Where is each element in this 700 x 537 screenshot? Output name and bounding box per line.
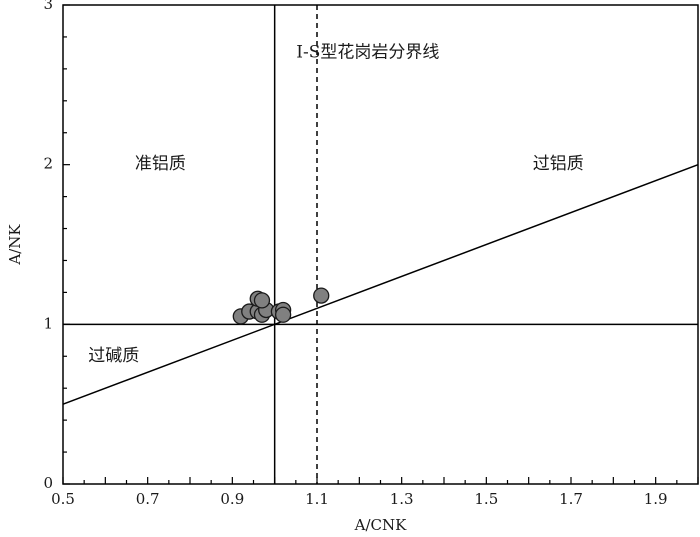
y-tick-label-3: 3 bbox=[43, 0, 53, 13]
y-axis-label: A/NK bbox=[6, 224, 24, 266]
data-points bbox=[232, 287, 330, 325]
x-tick-label-3: 1.1 bbox=[305, 490, 329, 508]
diagonal-reference-line-3 bbox=[62, 163, 699, 405]
x-axis-label: A/CNK bbox=[354, 516, 407, 534]
x-tick-label-1: 0.7 bbox=[136, 490, 160, 508]
x-tick-label-2: 0.9 bbox=[220, 490, 244, 508]
data-point-10 bbox=[313, 287, 330, 304]
x-tick-label-6: 1.7 bbox=[559, 490, 583, 508]
data-point-6 bbox=[253, 292, 271, 309]
annotation-label-0: I-S型花岗岩分界线 bbox=[296, 42, 439, 62]
annotation-label-1: 准铝质 bbox=[135, 154, 186, 174]
y-tick-label-2: 2 bbox=[43, 155, 53, 173]
y-tick-label-0: 0 bbox=[43, 474, 53, 492]
x-tick-label-5: 1.5 bbox=[474, 490, 498, 508]
annotation-label-2: 过铝质 bbox=[533, 154, 584, 174]
reference-lines bbox=[62, 5, 699, 484]
x-tick-label-4: 1.3 bbox=[390, 490, 414, 508]
y-tick-label-1: 1 bbox=[43, 314, 53, 332]
annotation-label-3: 过碱质 bbox=[88, 346, 139, 366]
plot-frame bbox=[62, 4, 699, 485]
x-tick-label-7: 1.9 bbox=[644, 490, 668, 508]
axes: 0.5 0.7 0.9 1.1 1.3 1.5 1.7 1.9 0 1 2 3 A/CNK A/NK bbox=[6, 0, 699, 534]
data-point-9 bbox=[274, 306, 292, 323]
x-tick-label-0: 0.5 bbox=[51, 490, 75, 508]
